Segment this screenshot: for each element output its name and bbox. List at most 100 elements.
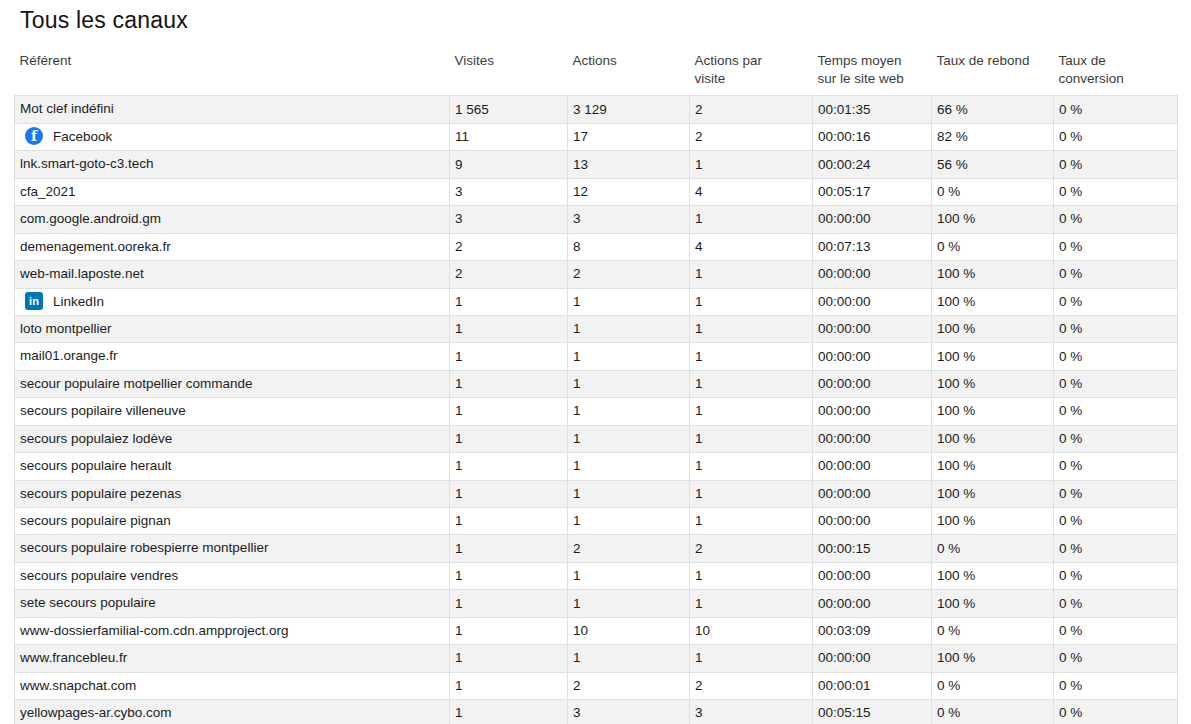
cell-visits: 2 <box>450 261 568 288</box>
cell-actions: 3 <box>568 700 690 724</box>
column-header-taux-de-conversion[interactable]: Taux de conversion <box>1054 49 1178 96</box>
table-row[interactable]: loto montpellier11100:00:00100 %0 % <box>15 315 1178 342</box>
table-row[interactable]: fFacebook1117200:00:1682 %0 % <box>15 123 1178 150</box>
cell-visits: 1 <box>450 508 568 535</box>
table-row[interactable]: lnk.smart-goto-c3.tech913100:00:2456 %0 … <box>15 151 1178 178</box>
table-row[interactable]: com.google.android.gm33100:00:00100 %0 % <box>15 206 1178 233</box>
cell-conversion_rate: 0 % <box>1054 535 1178 562</box>
cell-bounce_rate: 100 % <box>932 261 1054 288</box>
table-row[interactable]: web-mail.laposte.net22100:00:00100 %0 % <box>15 261 1178 288</box>
cell-avg_time: 00:07:13 <box>813 233 932 260</box>
cell-actions_per_visit: 1 <box>690 288 813 315</box>
cell-label[interactable]: www-dossierfamilial-com.cdn.ampproject.o… <box>15 617 450 644</box>
cell-label[interactable]: loto montpellier <box>15 315 450 342</box>
cell-avg_time: 00:00:00 <box>813 590 932 617</box>
cell-label[interactable]: secours populaire pignan <box>15 508 450 535</box>
table-row[interactable]: secours populaire pezenas11100:00:00100 … <box>15 480 1178 507</box>
table-row[interactable]: secours populaiez lodève11100:00:00100 %… <box>15 425 1178 452</box>
column-header-temps-moyen[interactable]: Temps moyen sur le site web <box>813 49 932 96</box>
cell-conversion_rate: 0 % <box>1054 96 1178 123</box>
cell-label[interactable]: secours populaire pezenas <box>15 480 450 507</box>
column-header-actions-par-visite[interactable]: Actions par visite <box>690 49 813 96</box>
cell-bounce_rate: 100 % <box>932 590 1054 617</box>
column-header-taux-de-rebond[interactable]: Taux de rebond <box>932 49 1054 96</box>
cell-label[interactable]: demenagement.ooreka.fr <box>15 233 450 260</box>
cell-label[interactable]: www.snapchat.com <box>15 672 450 699</box>
table-row[interactable]: www.snapchat.com12200:00:010 %0 % <box>15 672 1178 699</box>
cell-actions_per_visit: 1 <box>690 206 813 233</box>
cell-label[interactable]: secours populaire herault <box>15 453 450 480</box>
cell-actions: 1 <box>568 425 690 452</box>
cell-label[interactable]: com.google.android.gm <box>15 206 450 233</box>
referrer-label: secours populaire robespierre montpellie… <box>20 541 268 556</box>
cell-label[interactable]: lnk.smart-goto-c3.tech <box>15 151 450 178</box>
table-row[interactable]: secours populaire pignan11100:00:00100 %… <box>15 508 1178 535</box>
cell-conversion_rate: 0 % <box>1054 508 1178 535</box>
cell-label[interactable]: secours populaire vendres <box>15 562 450 589</box>
cell-bounce_rate: 0 % <box>932 178 1054 205</box>
cell-label[interactable]: fFacebook <box>15 123 450 150</box>
column-header-referent[interactable]: Référent <box>15 49 450 96</box>
referrer-label: demenagement.ooreka.fr <box>20 239 171 254</box>
cell-visits: 2 <box>450 233 568 260</box>
cell-label[interactable]: mail01.orange.fr <box>15 343 450 370</box>
cell-avg_time: 00:00:16 <box>813 123 932 150</box>
cell-actions: 13 <box>568 151 690 178</box>
table-row[interactable]: yellowpages-ar.cybo.com13300:05:150 %0 % <box>15 700 1178 724</box>
cell-label[interactable]: yellowpages-ar.cybo.com <box>15 700 450 724</box>
cell-avg_time: 00:00:01 <box>813 672 932 699</box>
table-row[interactable]: www-dossierfamilial-com.cdn.ampproject.o… <box>15 617 1178 644</box>
cell-actions_per_visit: 10 <box>690 617 813 644</box>
cell-bounce_rate: 0 % <box>932 700 1054 724</box>
referrer-label: www.francebleu.fr <box>20 651 127 666</box>
cell-label[interactable]: secours popilaire villeneuve <box>15 398 450 425</box>
cell-label[interactable]: secours populaire robespierre montpellie… <box>15 535 450 562</box>
column-header-visites[interactable]: Visites <box>450 49 568 96</box>
table-row[interactable]: secours populaire robespierre montpellie… <box>15 535 1178 562</box>
cell-actions: 12 <box>568 178 690 205</box>
cell-label[interactable]: www.francebleu.fr <box>15 645 450 672</box>
cell-actions_per_visit: 2 <box>690 535 813 562</box>
cell-visits: 1 <box>450 672 568 699</box>
table-row[interactable]: www.francebleu.fr11100:00:00100 %0 % <box>15 645 1178 672</box>
cell-avg_time: 00:00:00 <box>813 343 932 370</box>
cell-label[interactable]: Mot clef indéfini <box>15 96 450 123</box>
cell-visits: 1 <box>450 343 568 370</box>
cell-conversion_rate: 0 % <box>1054 370 1178 397</box>
table-row[interactable]: inLinkedIn11100:00:00100 %0 % <box>15 288 1178 315</box>
cell-bounce_rate: 0 % <box>932 617 1054 644</box>
table-row[interactable]: secours popilaire villeneuve11100:00:001… <box>15 398 1178 425</box>
cell-actions: 2 <box>568 535 690 562</box>
cell-conversion_rate: 0 % <box>1054 343 1178 370</box>
cell-bounce_rate: 56 % <box>932 151 1054 178</box>
cell-bounce_rate: 100 % <box>932 562 1054 589</box>
table-row[interactable]: sete secours populaire11100:00:00100 %0 … <box>15 590 1178 617</box>
referrer-label: web-mail.laposte.net <box>20 267 144 282</box>
table-row[interactable]: secour populaire motpellier commande1110… <box>15 370 1178 397</box>
table-row[interactable]: demenagement.ooreka.fr28400:07:130 %0 % <box>15 233 1178 260</box>
cell-actions_per_visit: 1 <box>690 398 813 425</box>
cell-avg_time: 00:01:35 <box>813 96 932 123</box>
cell-actions_per_visit: 1 <box>690 480 813 507</box>
cell-label[interactable]: inLinkedIn <box>15 288 450 315</box>
cell-visits: 1 <box>450 288 568 315</box>
cell-label[interactable]: web-mail.laposte.net <box>15 261 450 288</box>
table-row[interactable]: Mot clef indéfini1 5653 129200:01:3566 %… <box>15 96 1178 123</box>
cell-label[interactable]: sete secours populaire <box>15 590 450 617</box>
cell-visits: 11 <box>450 123 568 150</box>
table-row[interactable]: mail01.orange.fr11100:00:00100 %0 % <box>15 343 1178 370</box>
cell-actions: 3 129 <box>568 96 690 123</box>
linkedin-icon: in <box>25 292 43 310</box>
cell-conversion_rate: 0 % <box>1054 151 1178 178</box>
referrer-label: yellowpages-ar.cybo.com <box>20 706 172 721</box>
table-row[interactable]: secours populaire vendres11100:00:00100 … <box>15 562 1178 589</box>
column-header-actions[interactable]: Actions <box>568 49 690 96</box>
table-row[interactable]: cfa_2021312400:05:170 %0 % <box>15 178 1178 205</box>
cell-conversion_rate: 0 % <box>1054 480 1178 507</box>
cell-label[interactable]: secours populaiez lodève <box>15 425 450 452</box>
table-row[interactable]: secours populaire herault11100:00:00100 … <box>15 453 1178 480</box>
cell-label[interactable]: secour populaire motpellier commande <box>15 370 450 397</box>
referrer-label: secours populaire pignan <box>20 513 171 528</box>
cell-actions: 1 <box>568 288 690 315</box>
cell-label[interactable]: cfa_2021 <box>15 178 450 205</box>
